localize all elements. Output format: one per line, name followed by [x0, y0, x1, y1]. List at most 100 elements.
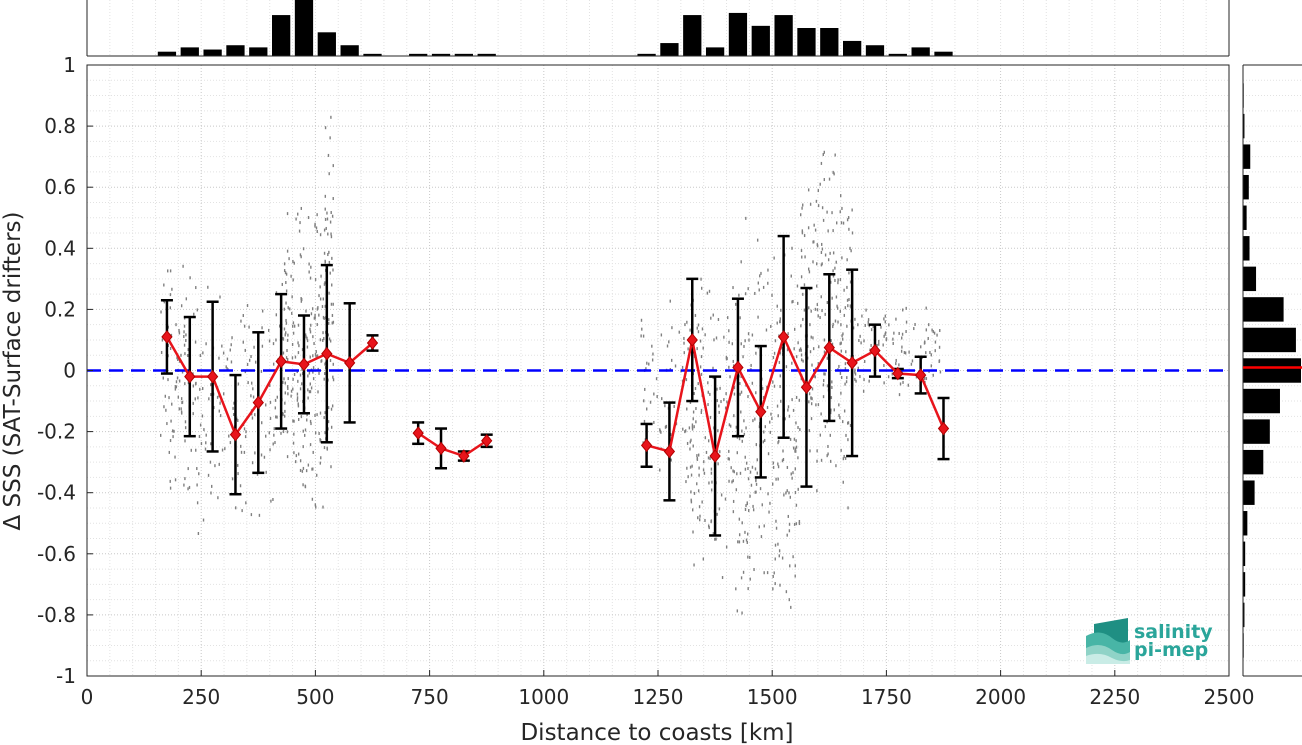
- y-tick-label: -0.6: [37, 542, 76, 566]
- scatter-point: [709, 457, 711, 461]
- scatter-point: [319, 285, 321, 289]
- scatter-point: [804, 255, 806, 259]
- scatter-point: [311, 497, 314, 501]
- scatter-point: [727, 457, 729, 461]
- scatter-point: [809, 202, 812, 206]
- scatter-point: [297, 379, 299, 383]
- scatter-point: [785, 590, 788, 594]
- scatter-point: [820, 250, 823, 254]
- right-histogram-bar: [1243, 205, 1247, 230]
- scatter-point: [309, 327, 311, 331]
- scatter-point: [214, 464, 216, 468]
- scatter-point: [168, 450, 170, 454]
- scatter-point: [843, 409, 846, 413]
- scatter-point: [758, 425, 761, 429]
- scatter-point: [178, 331, 181, 335]
- scatter-point: [790, 605, 792, 609]
- scatter-point: [272, 342, 275, 346]
- scatter-point: [656, 395, 658, 399]
- scatter-point: [841, 337, 844, 341]
- scatter-point: [317, 306, 319, 310]
- scatter-point: [172, 435, 174, 439]
- scatter-point: [285, 321, 288, 325]
- scatter-point: [845, 433, 847, 437]
- scatter-point: [707, 381, 709, 385]
- scatter-point: [821, 309, 823, 313]
- scatter-point: [772, 574, 774, 578]
- scatter-point: [779, 374, 781, 378]
- scatter-point: [197, 532, 200, 536]
- scatter-point: [724, 497, 727, 501]
- scatter-point: [808, 400, 810, 404]
- scatter-point: [327, 253, 329, 257]
- scatter-point: [311, 307, 314, 311]
- scatter-point: [831, 380, 833, 384]
- y-tick-label: -0.8: [37, 603, 76, 627]
- scatter-point: [664, 404, 666, 408]
- scatter-point: [822, 383, 825, 387]
- scatter-point: [755, 479, 757, 483]
- scatter-point: [786, 465, 789, 469]
- scatter-point: [291, 356, 294, 360]
- scatter-point: [732, 469, 734, 473]
- scatter-point: [743, 419, 745, 423]
- scatter-point: [330, 465, 332, 469]
- scatter-point: [219, 414, 222, 418]
- scatter-point: [834, 278, 836, 282]
- scatter-point: [747, 287, 749, 291]
- scatter-point: [920, 345, 922, 349]
- scatter-point: [816, 449, 818, 453]
- scatter-point: [263, 455, 266, 459]
- scatter-point: [205, 441, 207, 445]
- scatter-point: [934, 349, 936, 353]
- scatter-point: [683, 336, 685, 340]
- scatter-point: [330, 302, 333, 306]
- scatter-point: [708, 289, 711, 293]
- scatter-point: [913, 327, 915, 331]
- scatter-point: [746, 540, 748, 544]
- scatter-point: [830, 280, 832, 284]
- scatter-point: [305, 309, 307, 313]
- scatter-point: [230, 360, 233, 364]
- scatter-point: [720, 400, 722, 404]
- scatter-point: [229, 348, 231, 352]
- scatter-point: [221, 344, 223, 348]
- scatter-point: [310, 386, 313, 390]
- scatter-point: [810, 417, 813, 421]
- scatter-point: [328, 250, 330, 254]
- mean-marker: [663, 444, 676, 459]
- scatter-point: [302, 483, 304, 487]
- scatter-point: [312, 335, 314, 339]
- scatter-point: [313, 342, 315, 346]
- scatter-point: [797, 341, 799, 345]
- scatter-point: [704, 333, 706, 337]
- scatter-point: [181, 401, 183, 405]
- scatter-point: [291, 342, 294, 346]
- scatter-point: [736, 609, 739, 613]
- scatter-point: [261, 421, 263, 425]
- scatter-point: [183, 330, 185, 334]
- scatter-point: [182, 264, 184, 268]
- mean-marker: [915, 368, 927, 382]
- scatter-point: [231, 477, 234, 481]
- scatter-point: [766, 405, 769, 409]
- scatter-point: [795, 503, 798, 507]
- scatter-point: [286, 455, 289, 459]
- scatter-point: [707, 403, 709, 407]
- scatter-point: [801, 229, 804, 233]
- scatter-point: [293, 261, 295, 265]
- scatter-point: [729, 424, 732, 428]
- scatter-point: [204, 447, 207, 451]
- x-tick-label: 1000: [518, 685, 569, 709]
- scatter-point: [301, 367, 303, 371]
- scatter-point: [210, 491, 212, 495]
- scatter-point: [167, 325, 169, 329]
- scatter-point: [210, 442, 212, 446]
- scatter-point: [300, 206, 302, 210]
- scatter-point: [925, 351, 927, 355]
- scatter-point: [274, 441, 276, 445]
- scatter-point: [870, 343, 872, 347]
- scatter-point: [671, 326, 673, 330]
- scatter-point: [792, 299, 794, 303]
- scatter-point: [803, 283, 806, 287]
